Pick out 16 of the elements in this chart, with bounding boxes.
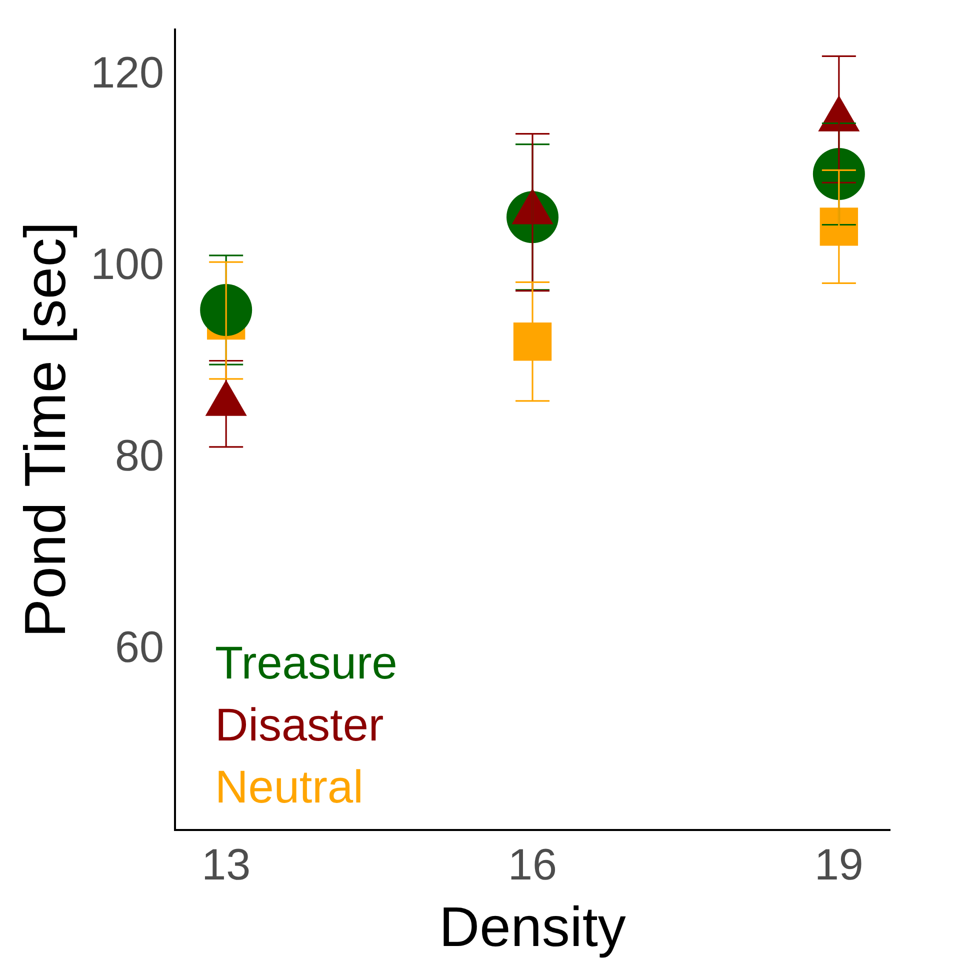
point [513, 322, 552, 361]
text: Disaster [215, 698, 384, 751]
y-tick-label: 80 [115, 432, 164, 481]
text: Neutral [215, 760, 364, 813]
x-tick-label: 19 [814, 840, 864, 890]
text: Treasure [215, 636, 398, 689]
point [200, 284, 252, 336]
x-tick-label: 13 [202, 840, 251, 890]
point [812, 148, 865, 200]
y-tick-label: 120 [90, 48, 164, 98]
x-axis-title: Density [439, 894, 626, 958]
x-tick-label: 16 [508, 840, 557, 890]
point [820, 208, 858, 246]
y-tick-label: 60 [115, 623, 164, 672]
y-tick-label: 100 [90, 240, 164, 290]
y-axis-title: Pond Time [sec] [12, 222, 78, 638]
